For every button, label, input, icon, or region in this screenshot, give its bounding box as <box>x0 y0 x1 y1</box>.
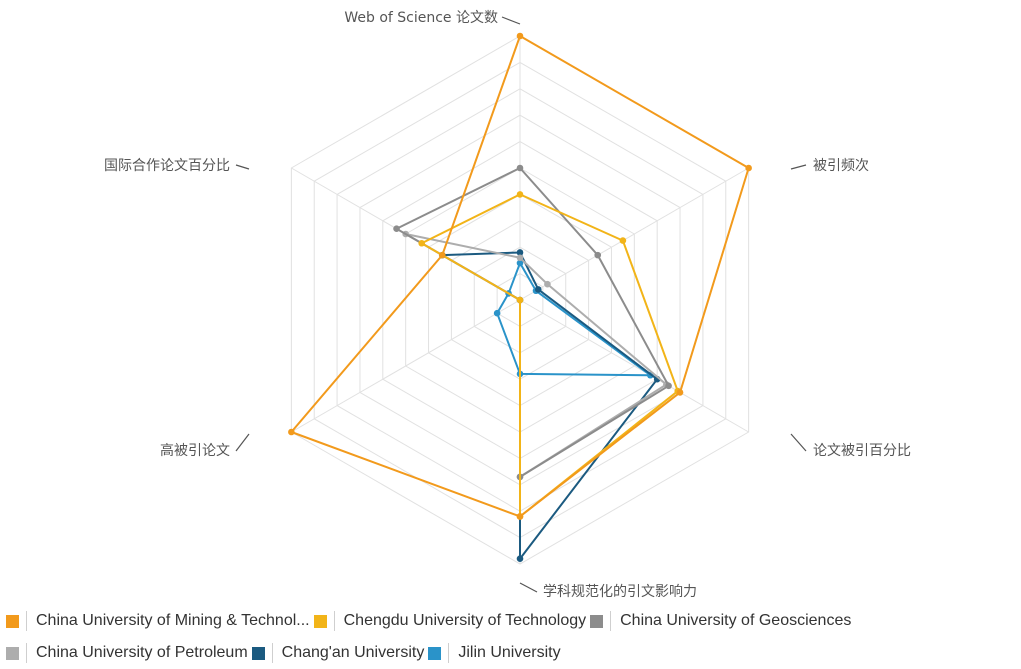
legend-divider <box>26 611 27 631</box>
legend-divider <box>448 643 450 663</box>
series-point[interactable] <box>418 239 425 247</box>
axis-label: Web of Science 论文数 <box>344 10 498 26</box>
series-group <box>402 230 670 481</box>
series-point[interactable] <box>516 296 524 304</box>
series-point[interactable] <box>745 164 752 172</box>
radar-chart: Web of Science 论文数被引频次论文被引百分比学科规范化的引文影响力… <box>104 10 911 600</box>
axis-label: 高被引论文 <box>160 442 230 459</box>
series-point[interactable] <box>665 382 672 390</box>
legend-label: China University of Geosciences <box>620 612 852 629</box>
legend-item[interactable]: Jilin University <box>428 643 561 663</box>
legend-item[interactable]: China University of Mining & Technol... <box>6 611 310 631</box>
chart-legend: China University of Mining & Technol... C… <box>6 605 1018 669</box>
series-point[interactable] <box>594 251 602 259</box>
series-point[interactable] <box>619 237 627 244</box>
axis-label-leader <box>790 433 807 452</box>
legend-swatch <box>6 646 19 660</box>
legend-swatch <box>590 614 604 628</box>
legend-label: China University of Petroleum <box>36 644 248 661</box>
series-group <box>493 259 654 379</box>
series-point[interactable] <box>438 251 446 259</box>
series-point[interactable] <box>544 280 551 288</box>
series-point[interactable] <box>516 259 524 267</box>
series-group <box>418 191 682 520</box>
legend-swatch <box>251 646 265 660</box>
legend-label: Chengdu University of Technology <box>343 612 587 629</box>
legend-item[interactable]: China University of Petroleum <box>6 643 248 663</box>
axis-label-leader <box>501 16 521 25</box>
legend-divider <box>333 611 335 631</box>
series-point[interactable] <box>493 309 501 317</box>
series-group <box>438 249 661 563</box>
axis-label: 国际合作论文百分比 <box>104 158 230 174</box>
legend-row: China University of Mining & Technol... C… <box>6 605 1018 637</box>
legend-swatch <box>313 614 327 628</box>
grid-spoke <box>291 299 521 433</box>
series-group <box>393 164 672 481</box>
legend-swatch <box>428 646 442 660</box>
grid-spoke <box>519 167 749 301</box>
radar-axis-labels: Web of Science 论文数被引频次论文被引百分比学科规范化的引文影响力… <box>104 10 911 600</box>
grid-spoke <box>519 299 749 433</box>
series-point[interactable] <box>516 32 524 40</box>
legend-label: Jilin University <box>458 644 561 661</box>
legend-row: China University of Petroleum Chang'an Un… <box>6 637 1018 669</box>
series-point[interactable] <box>516 191 524 198</box>
series-group <box>288 32 752 520</box>
legend-label: Chang'an University <box>281 644 425 661</box>
axis-label-leader <box>790 164 807 170</box>
series-point[interactable] <box>534 286 542 293</box>
axis-label-leader <box>519 582 538 593</box>
series-point[interactable] <box>676 389 684 396</box>
legend-item[interactable]: Chengdu University of Technology <box>313 611 587 631</box>
series-point[interactable] <box>288 428 295 436</box>
axis-label: 学科规范化的引文影响力 <box>543 583 697 600</box>
legend-item[interactable]: China University of Geosciences <box>590 611 851 631</box>
series-point[interactable] <box>516 555 524 563</box>
axis-label-leader <box>235 433 250 452</box>
axis-label: 被引频次 <box>813 158 869 174</box>
series-point[interactable] <box>516 254 524 262</box>
series-point[interactable] <box>516 164 524 172</box>
series-point[interactable] <box>516 249 524 256</box>
legend-divider <box>26 643 27 663</box>
axis-label: 论文被引百分比 <box>813 443 911 459</box>
radar-series-layer <box>288 32 752 563</box>
legend-divider <box>610 611 612 631</box>
legend-divider <box>271 643 273 663</box>
legend-label: China University of Mining & Technol... <box>36 612 310 629</box>
legend-swatch <box>6 614 19 628</box>
series-point[interactable] <box>516 513 524 520</box>
axis-label-leader <box>235 164 250 170</box>
series-point[interactable] <box>393 225 400 233</box>
legend-item[interactable]: Chang'an University <box>251 643 425 663</box>
